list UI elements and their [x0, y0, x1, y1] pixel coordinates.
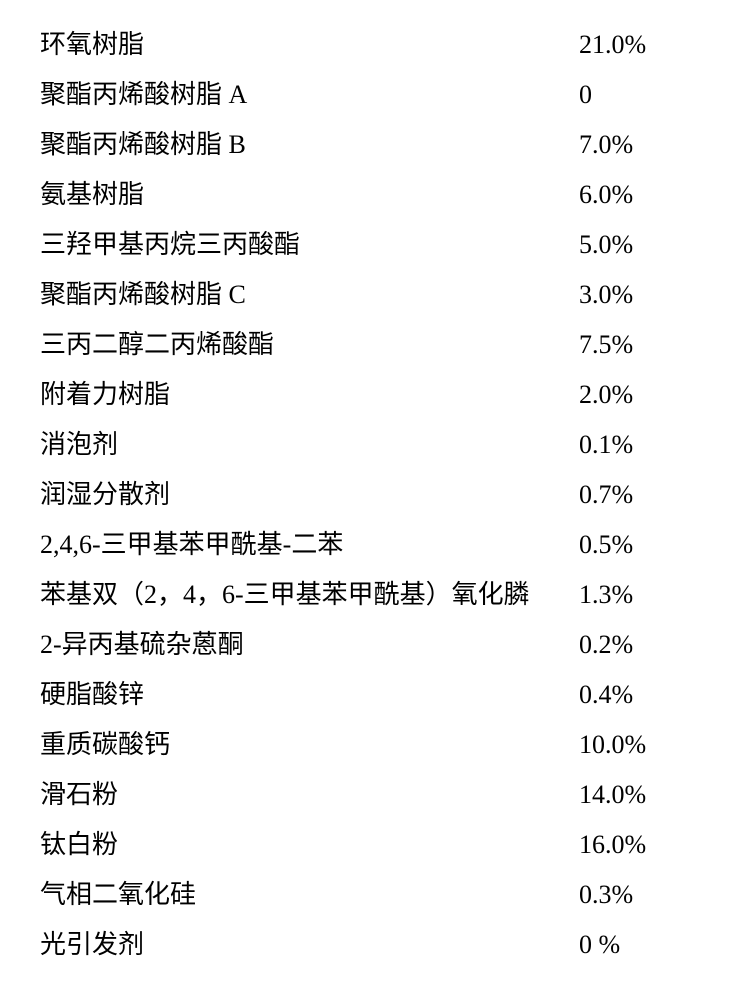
table-row: 聚酯丙烯酸树脂 B 7.0%: [40, 120, 689, 170]
component-name: 氨基树脂: [40, 170, 144, 220]
table-row: 润湿分散剂 0.7%: [40, 470, 689, 520]
component-value: 3.0%: [579, 270, 689, 320]
component-value: 7.0%: [579, 120, 689, 170]
component-name: 苯基双（2，4，6-三甲基苯甲酰基）氧化膦: [40, 570, 530, 620]
component-value: 6.0%: [579, 170, 689, 220]
component-name: 气相二氧化硅: [40, 870, 196, 920]
component-value: 0.7%: [579, 470, 689, 520]
component-name: 附着力树脂: [40, 370, 170, 420]
table-row: 2-异丙基硫杂蒽酮 0.2%: [40, 620, 689, 670]
component-name: 2,4,6-三甲基苯甲酰基-二苯: [40, 520, 343, 570]
component-name: 重质碳酸钙: [40, 720, 170, 770]
component-name: 环氧树脂: [40, 20, 144, 70]
composition-table: 环氧树脂 21.0% 聚酯丙烯酸树脂 A 0 聚酯丙烯酸树脂 B 7.0% 氨基…: [40, 20, 689, 970]
table-row: 聚酯丙烯酸树脂 A 0: [40, 70, 689, 120]
component-name: 硬脂酸锌: [40, 670, 144, 720]
component-value: 14.0%: [579, 770, 689, 820]
table-row: 三丙二醇二丙烯酸酯 7.5%: [40, 320, 689, 370]
component-name: 润湿分散剂: [40, 470, 170, 520]
component-name: 三丙二醇二丙烯酸酯: [40, 320, 274, 370]
table-row: 苯基双（2，4，6-三甲基苯甲酰基）氧化膦 1.3%: [40, 570, 689, 620]
component-value: 10.0%: [579, 720, 689, 770]
component-value: 0.1%: [579, 420, 689, 470]
component-name: 滑石粉: [40, 770, 118, 820]
table-row: 2,4,6-三甲基苯甲酰基-二苯 0.5%: [40, 520, 689, 570]
table-row: 重质碳酸钙 10.0%: [40, 720, 689, 770]
component-value: 1.3%: [579, 570, 689, 620]
table-row: 钛白粉 16.0%: [40, 820, 689, 870]
component-value: 5.0%: [579, 220, 689, 270]
component-name: 聚酯丙烯酸树脂 A: [40, 70, 247, 120]
component-value: 0: [579, 70, 689, 120]
component-name: 聚酯丙烯酸树脂 B: [40, 120, 246, 170]
component-value: 0.3%: [579, 870, 689, 920]
component-name: 光引发剂: [40, 920, 144, 970]
component-name: 2-异丙基硫杂蒽酮: [40, 620, 244, 670]
table-row: 附着力树脂 2.0%: [40, 370, 689, 420]
table-row: 光引发剂 0 %: [40, 920, 689, 970]
component-name: 三羟甲基丙烷三丙酸酯: [40, 220, 300, 270]
table-row: 聚酯丙烯酸树脂 C 3.0%: [40, 270, 689, 320]
table-row: 滑石粉 14.0%: [40, 770, 689, 820]
table-row: 环氧树脂 21.0%: [40, 20, 689, 70]
table-row: 三羟甲基丙烷三丙酸酯 5.0%: [40, 220, 689, 270]
component-value: 16.0%: [579, 820, 689, 870]
table-row: 氨基树脂 6.0%: [40, 170, 689, 220]
component-value: 21.0%: [579, 20, 689, 70]
component-name: 聚酯丙烯酸树脂 C: [40, 270, 246, 320]
table-row: 气相二氧化硅 0.3%: [40, 870, 689, 920]
component-value: 0.2%: [579, 620, 689, 670]
component-name: 钛白粉: [40, 820, 118, 870]
table-row: 消泡剂 0.1%: [40, 420, 689, 470]
component-value: 0.5%: [579, 520, 689, 570]
table-row: 硬脂酸锌 0.4%: [40, 670, 689, 720]
component-name: 消泡剂: [40, 420, 118, 470]
component-value: 2.0%: [579, 370, 689, 420]
component-value: 0 %: [579, 920, 689, 970]
component-value: 0.4%: [579, 670, 689, 720]
component-value: 7.5%: [579, 320, 689, 370]
